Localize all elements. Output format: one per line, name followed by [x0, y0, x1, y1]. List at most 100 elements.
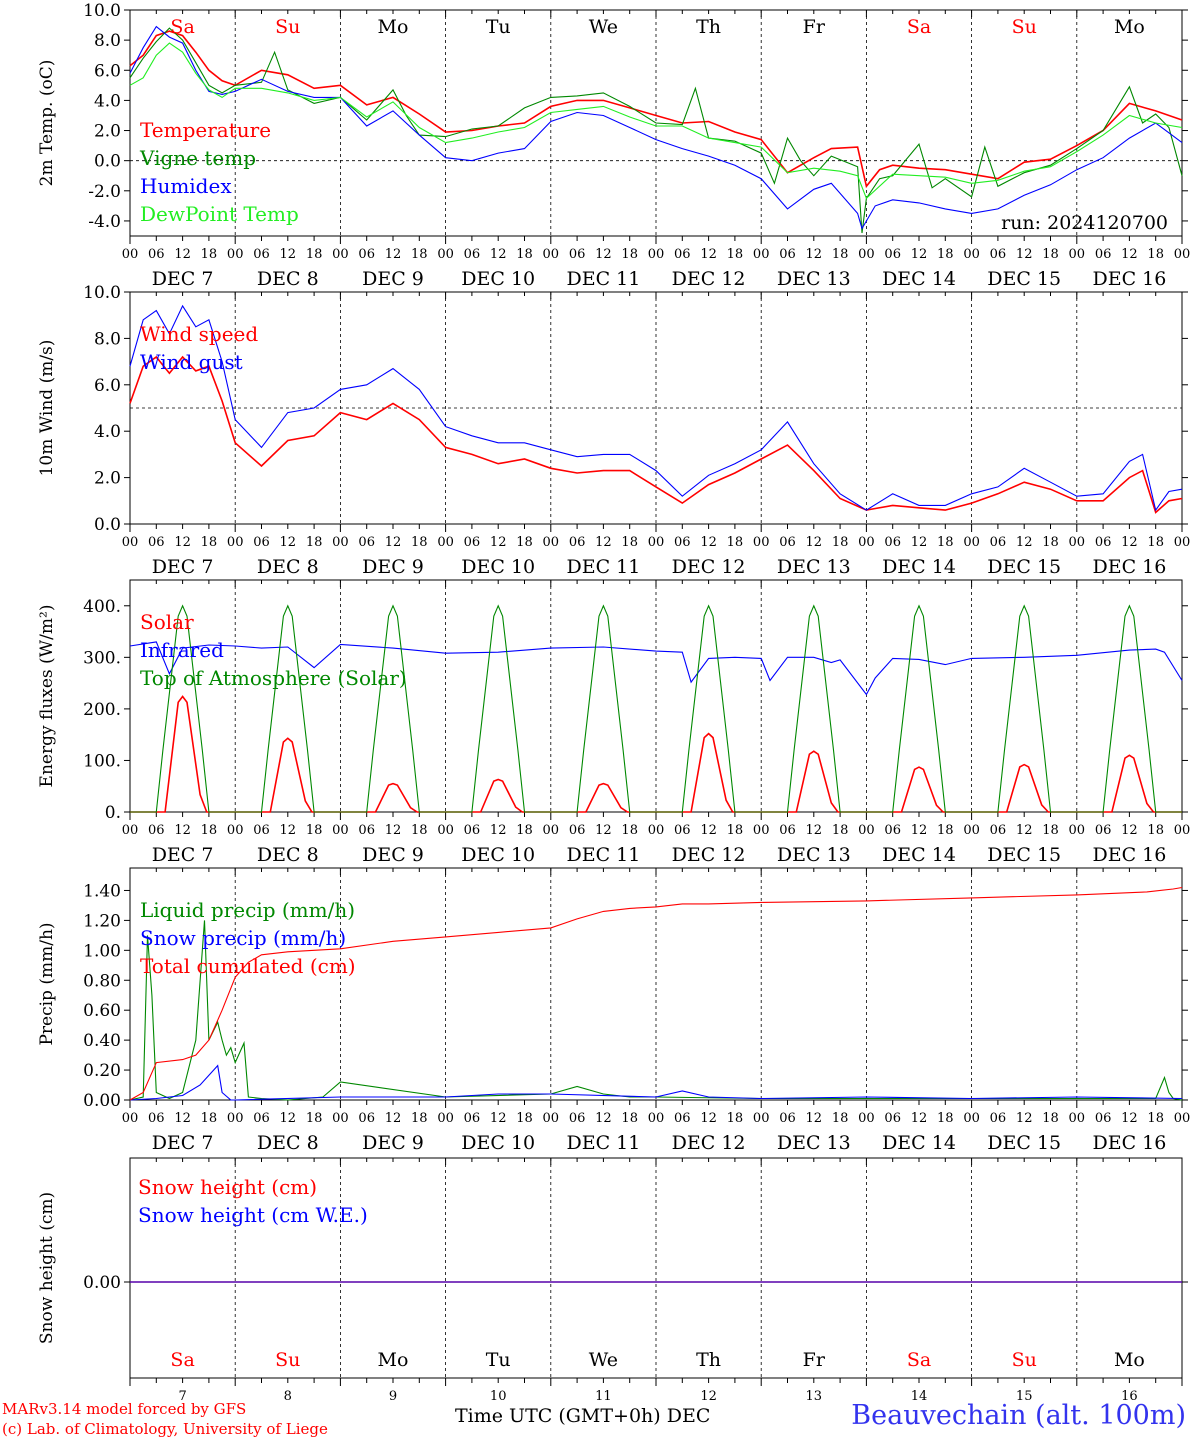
hour-label: 12 — [1121, 535, 1138, 550]
hour-label: 06 — [1095, 1111, 1112, 1126]
hour-label: 18 — [201, 535, 218, 550]
hour-label: 06 — [674, 1111, 691, 1126]
hour-label: 06 — [1095, 823, 1112, 838]
hour-label: 00 — [753, 247, 770, 262]
hour-label: 18 — [1147, 247, 1164, 262]
legend-entry: Humidex — [140, 174, 232, 198]
y-tick-label: 1.40 — [83, 881, 121, 901]
hour-label: 00 — [1069, 1111, 1086, 1126]
date-label: DEC 13 — [777, 268, 851, 290]
date-label: DEC 10 — [461, 268, 535, 290]
y-tick-label: 0.20 — [83, 1061, 121, 1081]
weekday-label: Fr — [803, 1349, 826, 1371]
legend-entry: Liquid precip (mm/h) — [140, 898, 355, 922]
hour-label: 12 — [174, 247, 191, 262]
hour-label: 06 — [253, 1111, 270, 1126]
hour-label: 12 — [806, 247, 823, 262]
hour-label: 12 — [806, 823, 823, 838]
hour-label: 00 — [332, 535, 349, 550]
date-label: DEC 8 — [257, 844, 319, 866]
hour-label: 12 — [806, 1111, 823, 1126]
hour-label: 12 — [1121, 247, 1138, 262]
hour-label: 00 — [227, 247, 244, 262]
hour-label: 12 — [280, 823, 297, 838]
hour-label: 12 — [595, 535, 612, 550]
hour-label: 06 — [990, 247, 1007, 262]
hour-label: 00 — [753, 823, 770, 838]
hour-label: 18 — [937, 823, 954, 838]
date-label: DEC 16 — [1092, 844, 1166, 866]
hour-label: 12 — [490, 823, 507, 838]
weekday-label: Sa — [907, 1349, 931, 1371]
hour-label: 00 — [543, 1111, 560, 1126]
hour-label: 06 — [464, 1111, 481, 1126]
hour-label: 18 — [727, 247, 744, 262]
day-number-label: 8 — [284, 1389, 292, 1404]
y-axis-label: Energy fluxes (W/m²) — [37, 605, 57, 788]
hour-label: 06 — [148, 247, 165, 262]
panel-3: 400. 300. 200. 100. 0. Energy fluxes (W/m²) So… — [37, 579, 1190, 866]
day-number-label: 9 — [389, 1389, 397, 1404]
date-label: DEC 11 — [566, 844, 640, 866]
y-tick-label: -2.0 — [88, 182, 121, 202]
hour-label: 12 — [174, 823, 191, 838]
weekday-label: Sa — [170, 1349, 194, 1371]
y-tick-label: 0.40 — [83, 1031, 121, 1051]
legend-entry: Wind speed — [140, 322, 258, 346]
model-credit: MARv3.14 model forced by GFS — [2, 1400, 247, 1418]
legend-entry: Wind gust — [140, 350, 243, 374]
panel-2: 10.0 8.0 6.0 4.0 2.0 0.0 10m Wind (m/s) Wind sp… — [37, 283, 1190, 578]
day-number-label: 16 — [1121, 1389, 1138, 1404]
y-tick-label: 6.0 — [94, 376, 121, 396]
panel-1: 10.0 8.0 6.0 4.0 2.0 0.0 -2.0 -4.0 2m Temp. (oC)… — [37, 1, 1190, 290]
hour-label: 18 — [832, 247, 849, 262]
hour-label: 00 — [332, 247, 349, 262]
hour-label: 18 — [1042, 247, 1059, 262]
hour-label: 12 — [1016, 823, 1033, 838]
day-number-label: 12 — [700, 1389, 717, 1404]
hour-label: 00 — [437, 1111, 454, 1126]
hour-label: 12 — [1016, 1111, 1033, 1126]
hour-label: 12 — [1121, 823, 1138, 838]
hour-label: 18 — [832, 823, 849, 838]
hour-label: 06 — [253, 535, 270, 550]
day-number-label: 10 — [490, 1389, 507, 1404]
hour-label: 18 — [306, 823, 323, 838]
hour-label: 00 — [963, 1111, 980, 1126]
y-tick-label: 2.0 — [94, 122, 121, 142]
y-tick-label: 0.80 — [83, 971, 121, 991]
hour-label: 06 — [569, 823, 586, 838]
y-tick-label: 1.00 — [83, 941, 121, 961]
y-axis-label: Snow height (cm) — [37, 1192, 57, 1344]
hour-label: 18 — [201, 1111, 218, 1126]
hour-label: 12 — [700, 247, 717, 262]
hour-label: 12 — [385, 535, 402, 550]
weekday-label: Mo — [1114, 16, 1145, 38]
hour-label: 00 — [1069, 535, 1086, 550]
hour-label: 18 — [621, 247, 638, 262]
hour-label: 00 — [858, 535, 875, 550]
legend-entry: Snow height (cm) — [138, 1175, 317, 1199]
hour-label: 18 — [411, 823, 428, 838]
hour-label: 06 — [779, 823, 796, 838]
hour-label: 18 — [1147, 823, 1164, 838]
hour-label: 18 — [1042, 535, 1059, 550]
hour-label: 18 — [306, 247, 323, 262]
run-annotation: run: 2024120700 — [1001, 212, 1168, 234]
y-axis-label: Precip (mm/h) — [37, 922, 57, 1045]
hour-label: 06 — [358, 247, 375, 262]
series-line-wind-speed — [129, 355, 1183, 514]
hour-label: 00 — [648, 247, 665, 262]
date-label: DEC 14 — [882, 556, 956, 578]
hour-label: 00 — [648, 535, 665, 550]
date-label: DEC 11 — [566, 1132, 640, 1154]
series-line-dewpoint-temp — [129, 42, 1183, 200]
hour-label: 12 — [1016, 535, 1033, 550]
weekday-label: Mo — [1114, 1349, 1145, 1371]
date-label: DEC 9 — [362, 1132, 424, 1154]
y-tick-label: 4.0 — [94, 91, 121, 111]
date-label: DEC 9 — [362, 844, 424, 866]
hour-label: 00 — [437, 535, 454, 550]
hour-label: 06 — [464, 823, 481, 838]
hour-label: 00 — [858, 247, 875, 262]
